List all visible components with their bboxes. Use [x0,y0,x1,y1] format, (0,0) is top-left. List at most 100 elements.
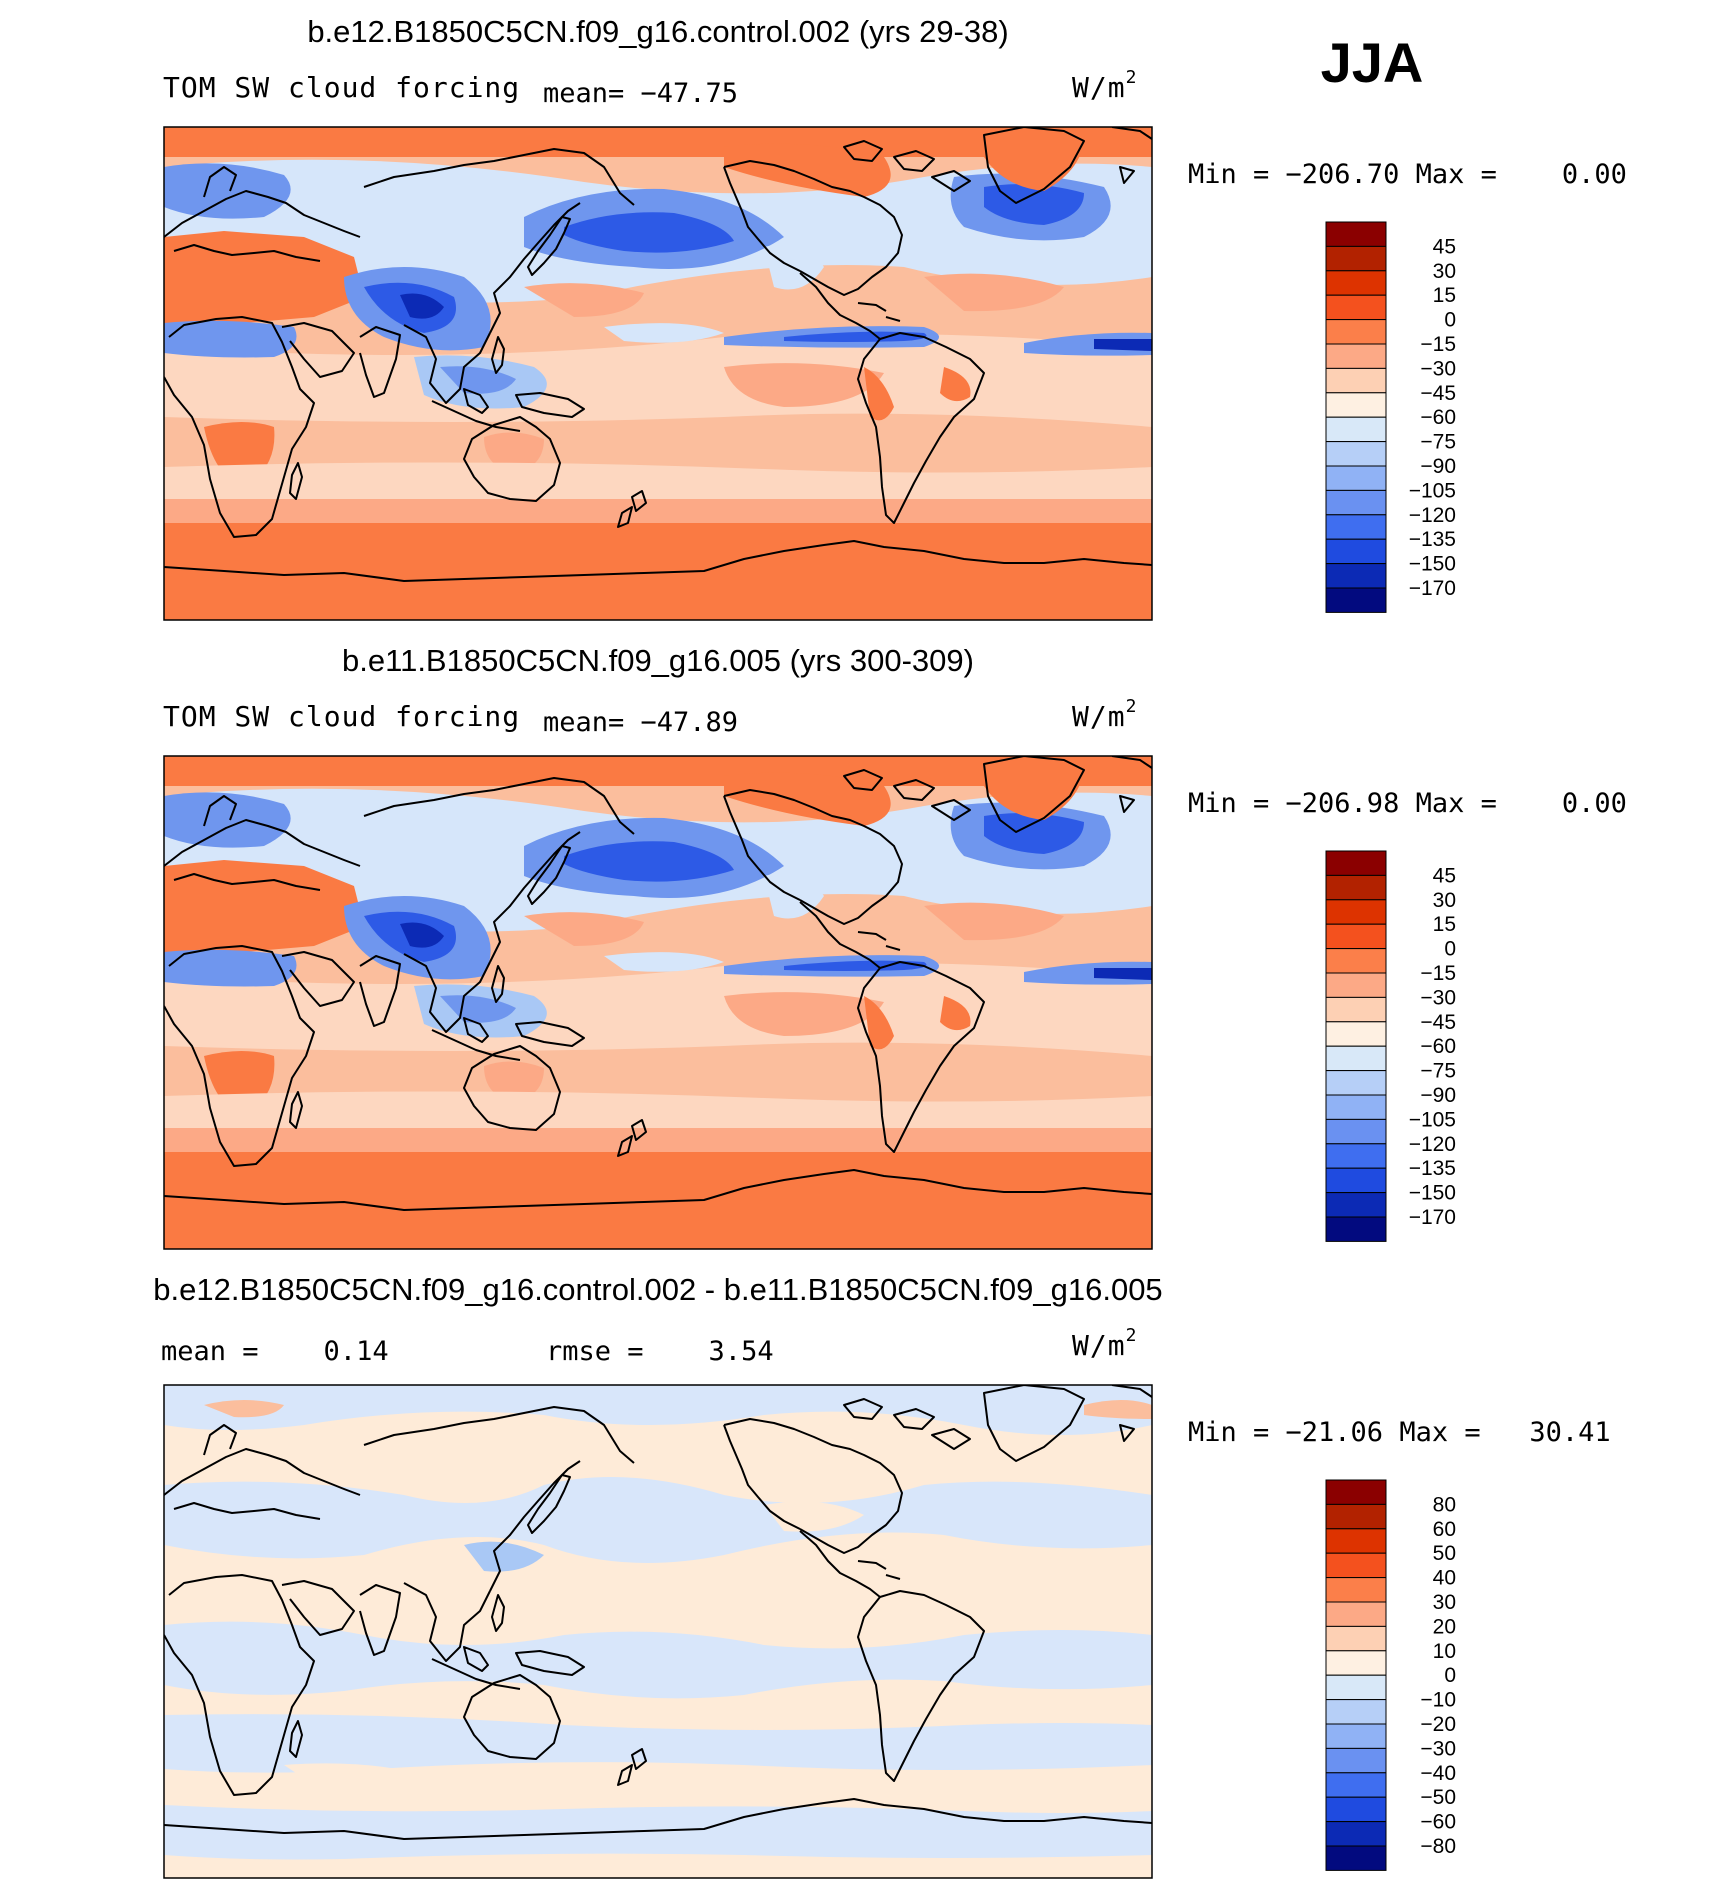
panel-2-minmax: Min = −206.98 Max = 0.00 [1188,788,1627,819]
panel-1-colorbar-tick-label: −120 [1409,504,1456,527]
panel-1-colorbar-tick-label: −150 [1409,553,1456,576]
panel-3-colorbar-swatch [1325,1723,1387,1749]
panel-1-colorbar-swatch [1325,367,1387,394]
panel-2-colorbar-swatch [1325,1167,1387,1194]
panel-2-colorbar-swatch [1325,1094,1387,1120]
panel-2-colorbar-swatch [1325,874,1387,901]
panel-2-colorbar-swatch [1325,850,1387,876]
panel-3-title: b.e12.B1850C5CN.f09_g16.control.002 - b.… [153,1272,1162,1307]
panel-2-colorbar-tick-label: −135 [1409,1157,1456,1180]
panel-2-mean: mean= −47.89 [543,707,738,738]
panel-3-units: W/m2 [1072,1325,1137,1362]
panel-3-mean: mean = 0.14 [161,1336,389,1367]
panel-1-colorbar-swatch [1325,441,1387,467]
panel-3-colorbar-tick-label: 50 [1433,1542,1456,1565]
panel-1-map [163,126,1153,621]
panel-1-colorbar-swatch [1325,343,1387,369]
panel-3-units-base: W/m [1072,1329,1126,1362]
panel-3-colorbar-tick-label: 10 [1433,1640,1456,1663]
panel-3-colorbar-tick-label: 80 [1433,1493,1456,1516]
panel-3-colorbar-swatch [1325,1674,1387,1701]
panel-2-variable: TOM SW cloud forcing [163,700,520,733]
panel-1-colorbar: 4530150−15−30−45−60−75−90−105−120−135−15… [1325,221,1456,613]
panel-1-colorbar-swatch [1325,294,1387,321]
panel-3-colorbar-tick-label: −60 [1420,1811,1456,1834]
panel-1-colorbar-swatch [1325,221,1387,247]
panel-1-units-base: W/m [1072,71,1126,104]
panel-2-colorbar-swatch [1325,899,1387,925]
panel-2-units-base: W/m [1072,700,1126,733]
panel-2-colorbar-tick-label: −60 [1420,1035,1456,1058]
panel-1-colorbar-tick-label: 0 [1444,309,1456,332]
panel-2-colorbar: 4530150−15−30−45−60−75−90−105−120−135−15… [1325,850,1456,1242]
panel-3-colorbar-swatch [1325,1577,1387,1603]
panel-3-colorbar-tick-label: 20 [1433,1615,1456,1638]
panel-2-colorbar-swatch [1325,1118,1387,1145]
panel-2-colorbar-tick-label: −30 [1420,986,1456,1009]
panel-1-colorbar-swatch [1325,245,1387,272]
panel-1-colorbar-swatch [1325,587,1387,613]
panel-2-colorbar-swatch [1325,948,1387,974]
panel-3-colorbar-swatch [1325,1772,1387,1798]
panel-3-colorbar-swatch [1325,1796,1387,1823]
panel-1-colorbar-tick-label: 15 [1433,284,1456,307]
panel-1-colorbar-tick-label: −30 [1420,357,1456,380]
panel-3-colorbar-swatch [1325,1479,1387,1505]
panel-3-colorbar-swatch [1325,1552,1387,1579]
panel-1-title: b.e12.B1850C5CN.f09_g16.control.002 (yrs… [307,14,1008,49]
panel-3-colorbar-swatch [1325,1747,1387,1774]
panel-2-colorbar-swatch [1325,1216,1387,1242]
panel-2-colorbar-tick-label: −170 [1409,1206,1456,1229]
panel-2-colorbar-tick-label: 0 [1444,938,1456,961]
panel-3-colorbar-tick-label: −80 [1420,1835,1456,1858]
panel-1-colorbar-tick-label: 45 [1433,235,1456,258]
panel-2-colorbar-swatch [1325,1192,1387,1218]
panel-1-colorbar-swatch [1325,538,1387,565]
panel-3-colorbar-tick-label: −10 [1420,1689,1456,1712]
panel-3-map [163,1384,1153,1879]
panel-2-colorbar-tick-label: −120 [1409,1133,1456,1156]
panel-2-colorbar-tick-label: −105 [1409,1108,1456,1131]
panel-1-colorbar-tick-label: −90 [1420,455,1456,478]
panel-2-colorbar-swatch [1325,1070,1387,1096]
panel-3-colorbar-swatch [1325,1503,1387,1530]
panel-2-colorbar-tick-label: −150 [1409,1182,1456,1205]
panel-1-colorbar-swatch [1325,514,1387,540]
panel-1-colorbar-tick-label: −135 [1409,528,1456,551]
panel-2-colorbar-swatch [1325,1143,1387,1169]
panel-2-colorbar-swatch [1325,923,1387,950]
panel-2-colorbar-tick-label: −90 [1420,1084,1456,1107]
panel-1-colorbar-tick-label: −105 [1409,479,1456,502]
panel-3-colorbar-swatch [1325,1845,1387,1871]
panel-1-colorbar-tick-label: 30 [1433,260,1456,283]
panel-1-colorbar-swatch [1325,392,1387,418]
panel-1-colorbar-swatch [1325,416,1387,443]
panel-3-colorbar-tick-label: −50 [1420,1786,1456,1809]
panel-2-colorbar-swatch [1325,1045,1387,1072]
panel-1-colorbar-swatch [1325,319,1387,345]
panel-3-units-exp: 2 [1126,1325,1138,1346]
panel-3-colorbar-tick-label: 0 [1444,1664,1456,1687]
panel-1-units-exp: 2 [1126,67,1138,88]
panel-3-colorbar-tick-label: −30 [1420,1737,1456,1760]
panel-3-colorbar-tick-label: 60 [1433,1518,1456,1541]
panel-2-colorbar-tick-label: −75 [1420,1060,1456,1083]
panel-3-colorbar-swatch [1325,1650,1387,1676]
panel-1-colorbar-tick-label: −45 [1420,382,1456,405]
panel-3-colorbar-swatch [1325,1821,1387,1847]
panel-3-colorbar-tick-label: 30 [1433,1591,1456,1614]
panel-1-colorbar-swatch [1325,270,1387,296]
panel-2-colorbar-swatch [1325,996,1387,1023]
panel-3-colorbar-swatch [1325,1601,1387,1627]
panel-3-colorbar-tick-label: −40 [1420,1762,1456,1785]
panel-1-colorbar-tick-label: −170 [1409,577,1456,600]
panel-1-colorbar-swatch [1325,563,1387,589]
panel-3-colorbar-tick-label: 40 [1433,1567,1456,1590]
season-label: JJA [1321,31,1424,94]
panel-2-colorbar-swatch [1325,1021,1387,1047]
panel-2-colorbar-tick-label: 30 [1433,889,1456,912]
panel-1-colorbar-tick-label: −60 [1420,406,1456,429]
panel-3-colorbar-swatch [1325,1699,1387,1725]
panel-2-colorbar-tick-label: −45 [1420,1011,1456,1034]
